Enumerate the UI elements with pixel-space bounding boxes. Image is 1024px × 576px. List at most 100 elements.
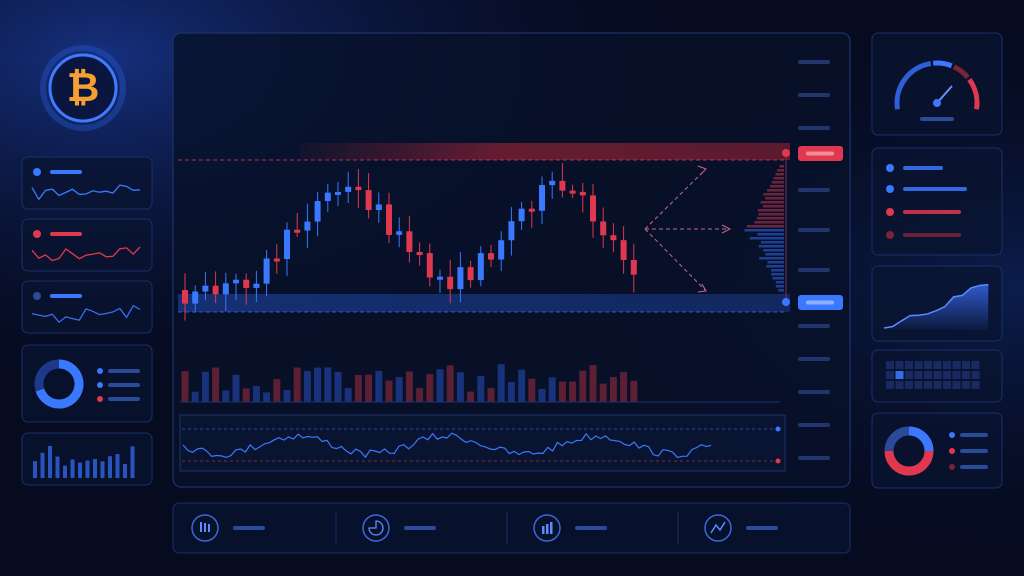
list-dot [886, 231, 894, 239]
candle-body [355, 186, 362, 191]
mini-bar [40, 452, 45, 478]
heat-cell [924, 371, 932, 379]
volume-profile [775, 173, 784, 176]
volume-profile [771, 269, 784, 272]
candle-body [437, 276, 443, 280]
volume-bar [426, 374, 434, 402]
candle-body [294, 229, 301, 233]
placeholder-bar [903, 233, 961, 237]
legend-dot [949, 432, 955, 438]
gauge-arc [952, 64, 970, 80]
gauge-arc [933, 60, 953, 69]
gauge-hub [933, 99, 941, 107]
volume-profile [767, 261, 784, 264]
volume-profile [760, 241, 784, 244]
placeholder-bar [798, 324, 830, 328]
candle-body [335, 191, 341, 195]
heat-cell [971, 361, 980, 369]
heat-cell [914, 381, 923, 389]
heat-cell [933, 381, 942, 389]
volume-profile [757, 209, 784, 212]
volume-bar [497, 364, 505, 402]
heat-cell [886, 361, 894, 369]
main-panel [172, 32, 851, 488]
candle-body [620, 240, 627, 261]
volume-bar [467, 391, 475, 402]
candle-body [528, 208, 535, 212]
arrowhead [697, 283, 707, 293]
candle-body [304, 221, 311, 231]
tool-icon [704, 514, 732, 542]
placeholder-bar [798, 188, 830, 192]
volume-bar [375, 370, 383, 402]
donut-segment [34, 359, 84, 409]
volume-bar [222, 390, 230, 402]
candle-body [324, 192, 331, 202]
placeholder-bar [960, 465, 988, 469]
mini-bar [100, 461, 105, 478]
volume-profile [771, 181, 784, 184]
candle-body [569, 190, 576, 194]
heat-cell [962, 361, 970, 369]
heat-cell [962, 381, 970, 389]
placeholder-bar [903, 166, 943, 170]
placeholder-bar [108, 397, 140, 401]
mini-bar [115, 454, 120, 478]
volume-profile [744, 229, 784, 232]
heat-cell [886, 381, 894, 389]
projection [644, 169, 706, 230]
heat-cell [943, 371, 951, 379]
candle-body [559, 180, 566, 191]
placeholder-bar [798, 60, 830, 64]
candle-body [426, 253, 433, 278]
candle-body [263, 258, 270, 284]
oscillator-panel [179, 414, 786, 472]
volume-bar [518, 369, 526, 402]
volume-profile [760, 201, 784, 204]
card [21, 218, 153, 272]
volume-bar [436, 369, 444, 402]
level-dot [775, 458, 781, 464]
candle-body [590, 195, 596, 222]
candle-body [467, 267, 474, 281]
placeholder-bar [50, 170, 82, 174]
right-cards [871, 32, 1003, 489]
card [871, 147, 1003, 256]
candle-body [182, 290, 188, 304]
volume-bar [334, 371, 342, 402]
list-dot [886, 164, 894, 172]
heat-cell [952, 381, 961, 389]
tool-icon [362, 514, 390, 542]
level-dot [782, 298, 790, 306]
volume-bar [528, 378, 536, 402]
mini-bar [48, 445, 52, 478]
placeholder-bar [798, 126, 830, 130]
heat-cell [905, 371, 913, 379]
heat-cell [971, 381, 980, 389]
bottom-bar [172, 502, 851, 554]
placeholder-bar [798, 228, 830, 232]
volume-profile [765, 197, 784, 200]
volume-bar [365, 374, 373, 402]
candle-body [416, 251, 423, 255]
volume-profile [749, 237, 784, 240]
volume-profile [763, 249, 784, 252]
level-dot [775, 426, 781, 432]
heat-cell [943, 381, 951, 389]
candle-body [406, 231, 413, 252]
sparkline [31, 246, 141, 262]
candle-body [518, 208, 525, 222]
heat-cell [943, 361, 951, 369]
mini-bar [93, 458, 97, 478]
volume-bar [252, 386, 260, 402]
volume-bar [487, 387, 495, 402]
heat-cell [924, 381, 932, 389]
heat-cell [952, 371, 961, 379]
volume-bar [232, 374, 240, 402]
volume-bar [609, 376, 617, 402]
tool-icon [533, 514, 561, 542]
toolbar [172, 502, 851, 554]
candle-body [243, 279, 250, 288]
volume-profile [757, 233, 784, 236]
